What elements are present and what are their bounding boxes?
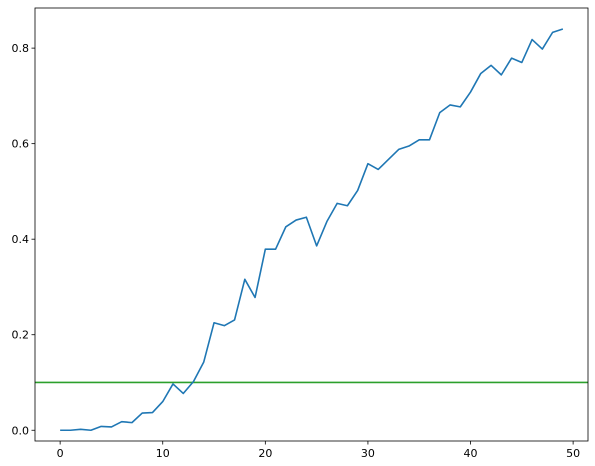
x-tick-label: 20 — [258, 447, 272, 460]
plot-area — [35, 28, 588, 432]
x-tick-label: 50 — [566, 447, 580, 460]
x-tick-label: 40 — [464, 447, 478, 460]
axes: 0 10 20 30 40 50 0.0 0.2 0.4 0.6 0.8 — [12, 7, 589, 460]
x-tick-label: 0 — [57, 447, 64, 460]
series-line — [60, 28, 564, 432]
axes-frame — [34, 7, 589, 442]
y-tick-label: 0.4 — [12, 233, 30, 246]
y-tick-label: 0.0 — [12, 424, 30, 437]
y-tick-label: 0.2 — [12, 329, 30, 342]
x-tick-label: 10 — [156, 447, 170, 460]
y-tick-label: 0.8 — [12, 42, 30, 55]
x-tick-label: 30 — [361, 447, 375, 460]
y-tick-label: 0.6 — [12, 138, 30, 151]
